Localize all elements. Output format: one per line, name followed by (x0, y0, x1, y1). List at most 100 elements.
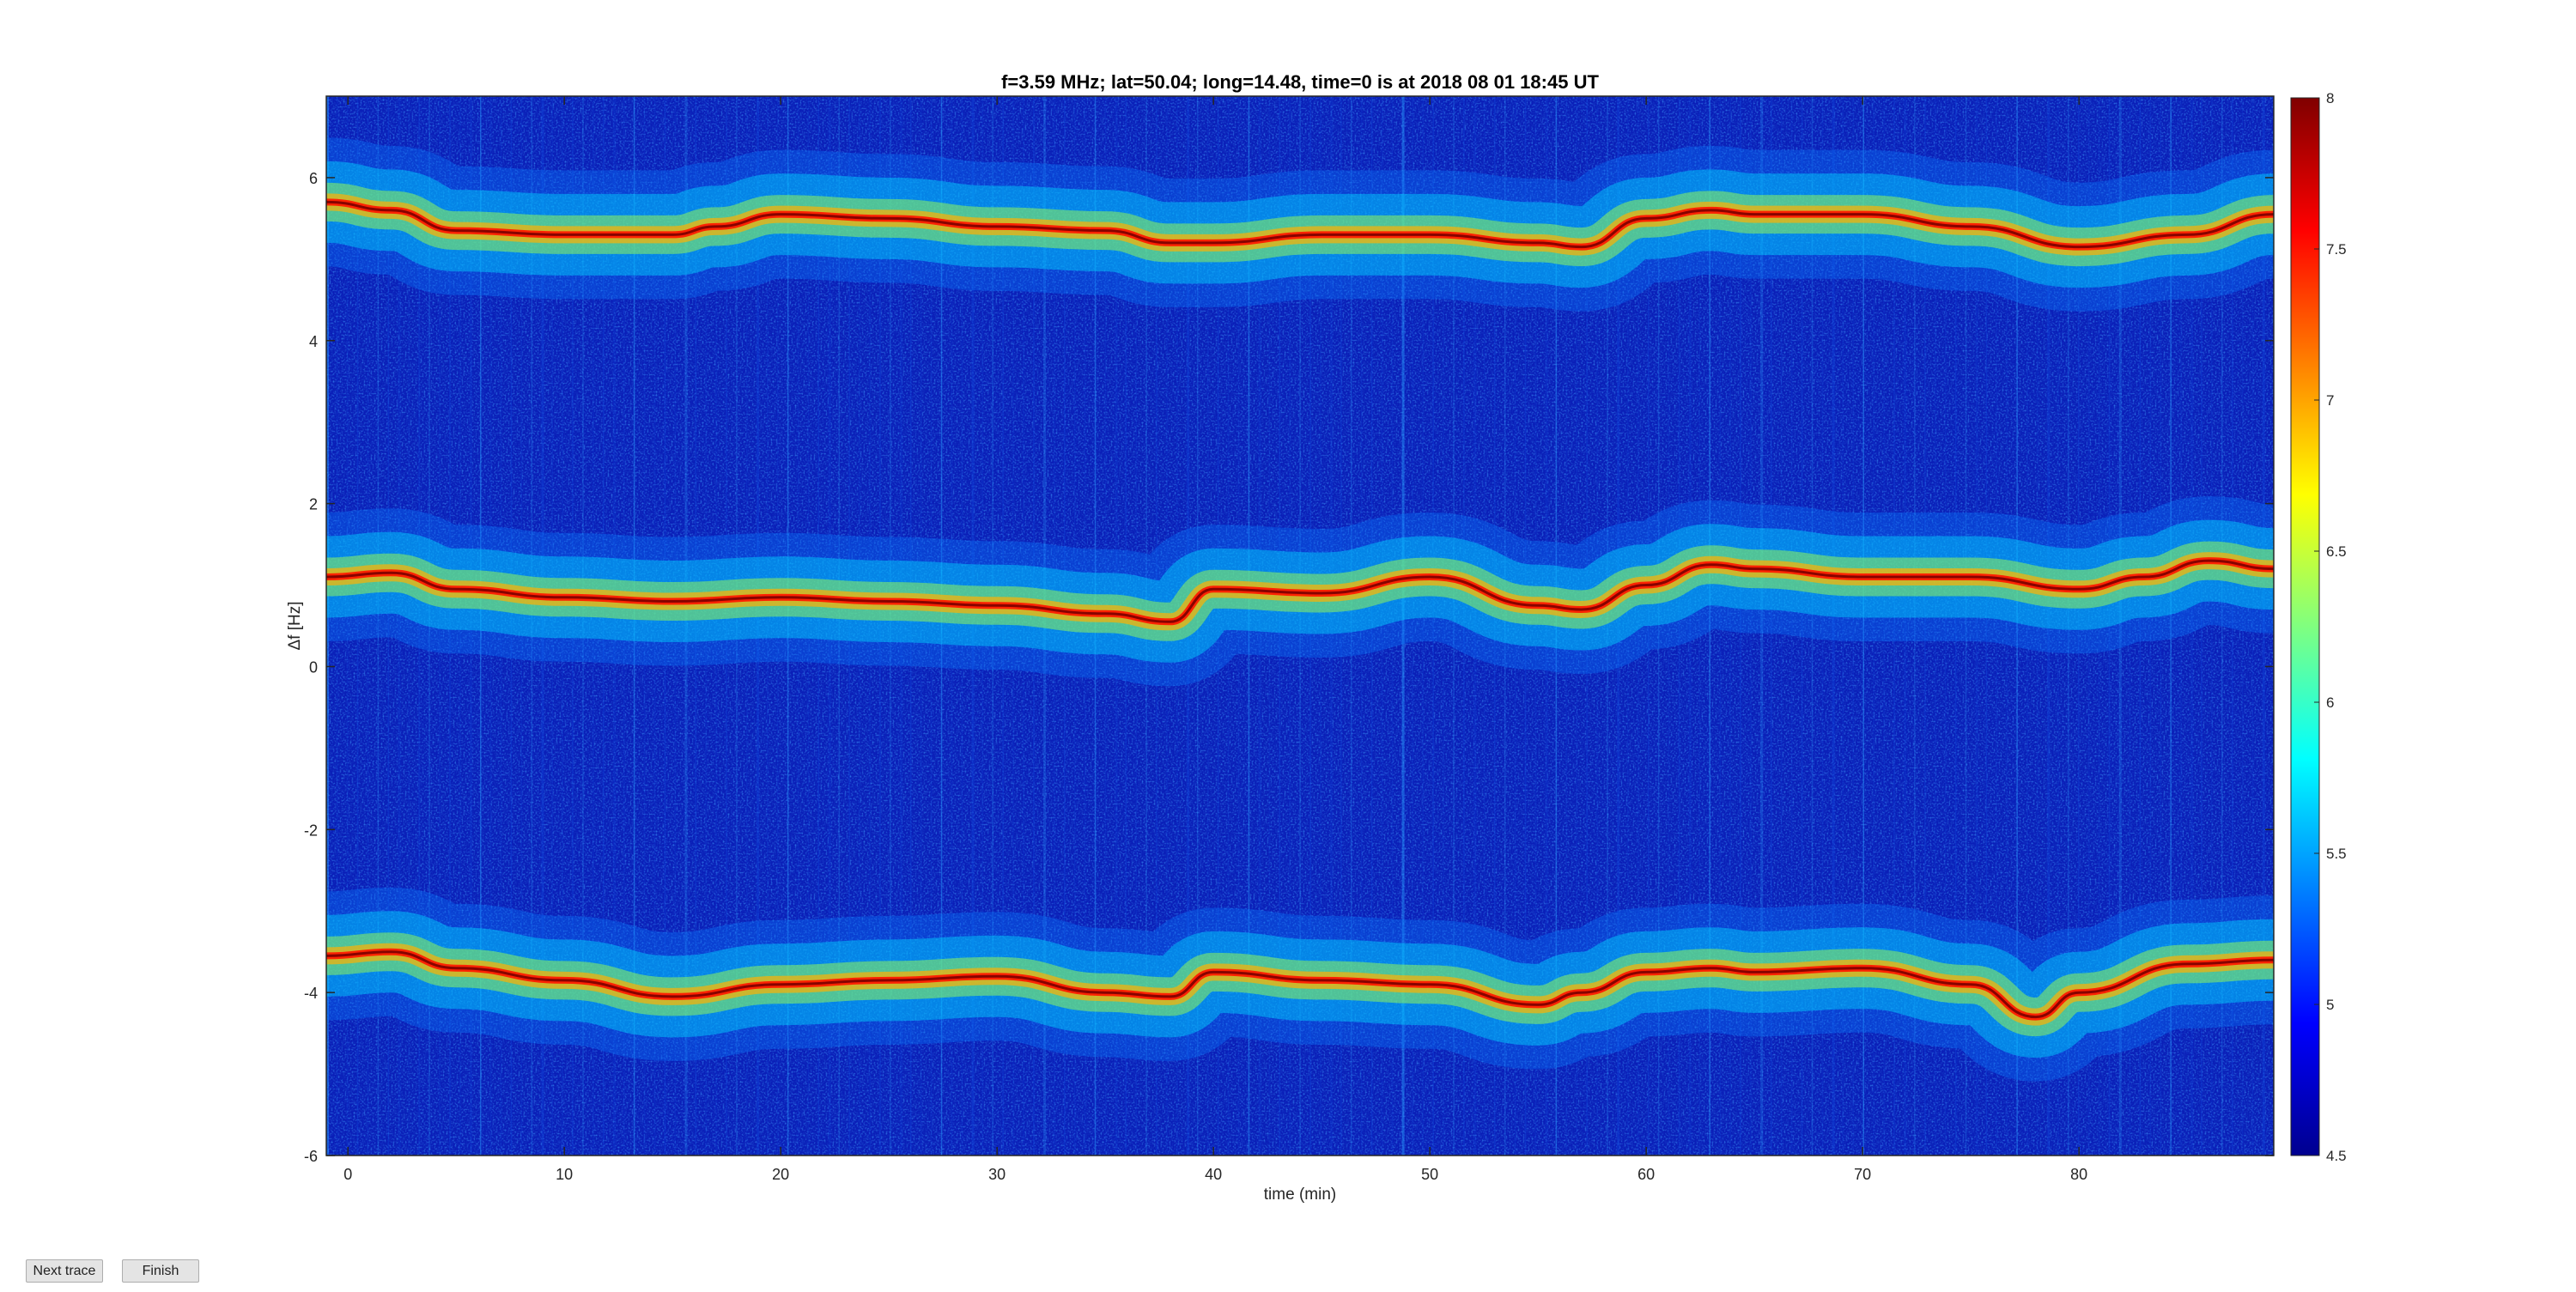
vertical-stripe (1924, 96, 1926, 1156)
vertical-stripe (2118, 96, 2122, 1156)
vertical-stripe (643, 96, 646, 1156)
vertical-stripe (1862, 96, 1864, 1156)
plot-frame (325, 95, 2275, 1156)
vertical-stripe (1852, 96, 1855, 1156)
signal-trace (326, 137, 2274, 312)
vertical-stripe (1709, 96, 1710, 1156)
vertical-stripe (1678, 96, 1680, 1156)
vertical-stripe (1791, 96, 1793, 1156)
vertical-stripe (890, 96, 891, 1156)
vertical-stripe (1657, 96, 1660, 1156)
x-tick-label: 30 (988, 1166, 1005, 1183)
vertical-stripe (1258, 96, 1261, 1156)
vertical-stripe (387, 96, 390, 1156)
vertical-stripe (695, 96, 696, 1156)
vertical-stripe (1893, 96, 1895, 1156)
vertical-stripe (1914, 96, 1916, 1156)
vertical-stripe (715, 96, 717, 1156)
vertical-stripe (797, 96, 799, 1156)
vertical-stripe (1904, 96, 1907, 1156)
vertical-stripe (726, 96, 727, 1156)
vertical-stripe (500, 96, 502, 1156)
vertical-stripe (838, 96, 840, 1156)
y-tick-label: 2 (309, 496, 318, 513)
vertical-stripe (1320, 96, 1321, 1156)
vertical-stripe (900, 96, 903, 1156)
vertical-stripe (2251, 96, 2254, 1156)
finish-button[interactable]: Finish (122, 1259, 199, 1283)
vertical-stripe (1627, 96, 1629, 1156)
next-trace-button[interactable]: Next trace (26, 1259, 103, 1283)
x-axis-ticks: 0 10 20 30 40 50 60 70 80 (343, 96, 2087, 1183)
colorbar-tick-label: 6 (2326, 695, 2334, 711)
vertical-stripe (807, 96, 810, 1156)
vertical-stripe (408, 96, 410, 1156)
vertical-stripe (2108, 96, 2111, 1156)
colorbar-tick-label: 4.5 (2326, 1148, 2347, 1164)
vertical-stripe (1873, 96, 1874, 1156)
vertical-stripe (920, 96, 922, 1156)
vertical-stripe (1883, 96, 1885, 1156)
vertical-stripe (1750, 96, 1752, 1156)
vertical-stripe (1781, 96, 1783, 1156)
vertical-stripe (1351, 96, 1352, 1156)
vertical-stripe (2221, 96, 2223, 1156)
vertical-stripe (1504, 96, 1506, 1156)
vertical-stripe (1340, 96, 1342, 1156)
vertical-stripe (1453, 96, 1455, 1156)
vertical-stripe (2068, 96, 2069, 1156)
chart-title: f=3.59 MHz; lat=50.04; long=14.48, time=… (1001, 71, 1599, 93)
vertical-stripe (2057, 96, 2059, 1156)
vertical-stripe (470, 96, 472, 1156)
vertical-stripe (1237, 96, 1240, 1156)
vertical-stripe (459, 96, 461, 1156)
vertical-stripe (879, 96, 881, 1156)
signal-trace (326, 496, 2274, 687)
vertical-stripe (2180, 96, 2182, 1156)
vertical-stripe (1002, 96, 1004, 1156)
y-axis-label: Δf [Hz] (286, 601, 304, 650)
colorbar-tick-label: 5.5 (2326, 846, 2347, 862)
vertical-stripe (2037, 96, 2038, 1156)
vertical-stripe (2241, 96, 2244, 1156)
vertical-stripe (1740, 96, 1741, 1156)
vertical-stripe (2190, 96, 2194, 1156)
x-tick-label: 10 (556, 1166, 573, 1183)
vertical-stripe (1607, 96, 1608, 1156)
vertical-stripe (480, 96, 482, 1156)
vertical-stripe (356, 96, 359, 1156)
vertical-stripe (510, 96, 513, 1156)
vertical-stripe (1012, 96, 1014, 1156)
x-tick-label: 60 (1637, 1166, 1655, 1183)
vertical-stripe (1401, 96, 1405, 1156)
vertical-stripe (2160, 96, 2161, 1156)
vertical-stripe (1698, 96, 1701, 1156)
vertical-stripe (776, 96, 779, 1156)
x-tick-label: 40 (1205, 1166, 1222, 1183)
y-axis-ticks: 6 4 2 0 -2 -4 -6 (304, 170, 2274, 1165)
colorbar-tick-label: 7 (2326, 392, 2334, 409)
vertical-stripe (1688, 96, 1692, 1156)
signal-trace-line (326, 200, 2274, 249)
vertical-stripe (1217, 96, 1219, 1156)
vertical-stripe (1771, 96, 1772, 1156)
vertical-stripe (2262, 96, 2265, 1156)
vertical-stripe (418, 96, 420, 1156)
vertical-stripe (1729, 96, 1731, 1156)
vertical-stripe (1309, 96, 1311, 1156)
vertical-stripe (684, 96, 688, 1156)
vertical-stripe (531, 96, 533, 1156)
vertical-stripe (1524, 96, 1527, 1156)
vertical-stripe (336, 96, 338, 1156)
vertical-stripe (746, 96, 748, 1156)
vertical-stripe (2170, 96, 2172, 1156)
signal-trace-line (326, 950, 2274, 1019)
vertical-stripe (1637, 96, 1639, 1156)
signal-trace-line (326, 559, 2274, 623)
x-tick-label: 80 (2070, 1166, 2087, 1183)
vertical-stripe (736, 96, 738, 1156)
vertical-stripe (1842, 96, 1844, 1156)
vertical-stripe (981, 96, 983, 1156)
vertical-stripe (1514, 96, 1516, 1156)
